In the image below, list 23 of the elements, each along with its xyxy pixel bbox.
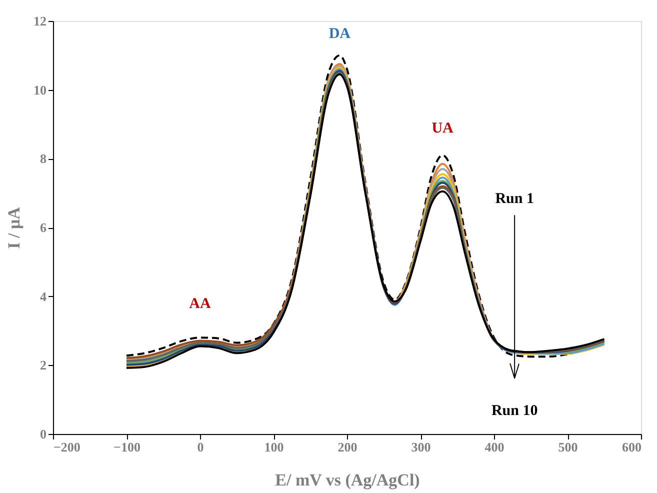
y-tick-label: 4	[40, 288, 47, 304]
x-tick-label: −100	[114, 440, 140, 454]
y-tick-label: 6	[40, 220, 47, 235]
annotation: DA	[328, 26, 351, 42]
annotation: Run 10	[491, 403, 538, 420]
x-tick-label: 500	[558, 440, 578, 454]
x-tick-label: −200	[54, 440, 80, 454]
y-tick-label: 8	[40, 151, 47, 166]
x-tick-label: 600	[622, 440, 642, 454]
annotation: Run 1	[495, 191, 534, 208]
x-tick-label: 0	[197, 440, 204, 454]
y-tick-label: 2	[40, 358, 46, 373]
x-tick-label: 300	[411, 440, 431, 454]
y-tick-label: 10	[34, 82, 46, 98]
x-axis-title: E/ mV vs (Ag/AgCl)	[275, 470, 420, 490]
y-tick-label: 0	[40, 426, 46, 442]
x-tick-label: 400	[484, 440, 504, 454]
annotation: UA	[432, 120, 454, 137]
x-tick-label: 200	[338, 440, 358, 454]
y-axis-title: I / μA	[4, 206, 24, 249]
y-tick-label: 12	[34, 14, 46, 28]
annotation: AA	[189, 296, 211, 312]
x-tick-label: 100	[264, 440, 284, 454]
